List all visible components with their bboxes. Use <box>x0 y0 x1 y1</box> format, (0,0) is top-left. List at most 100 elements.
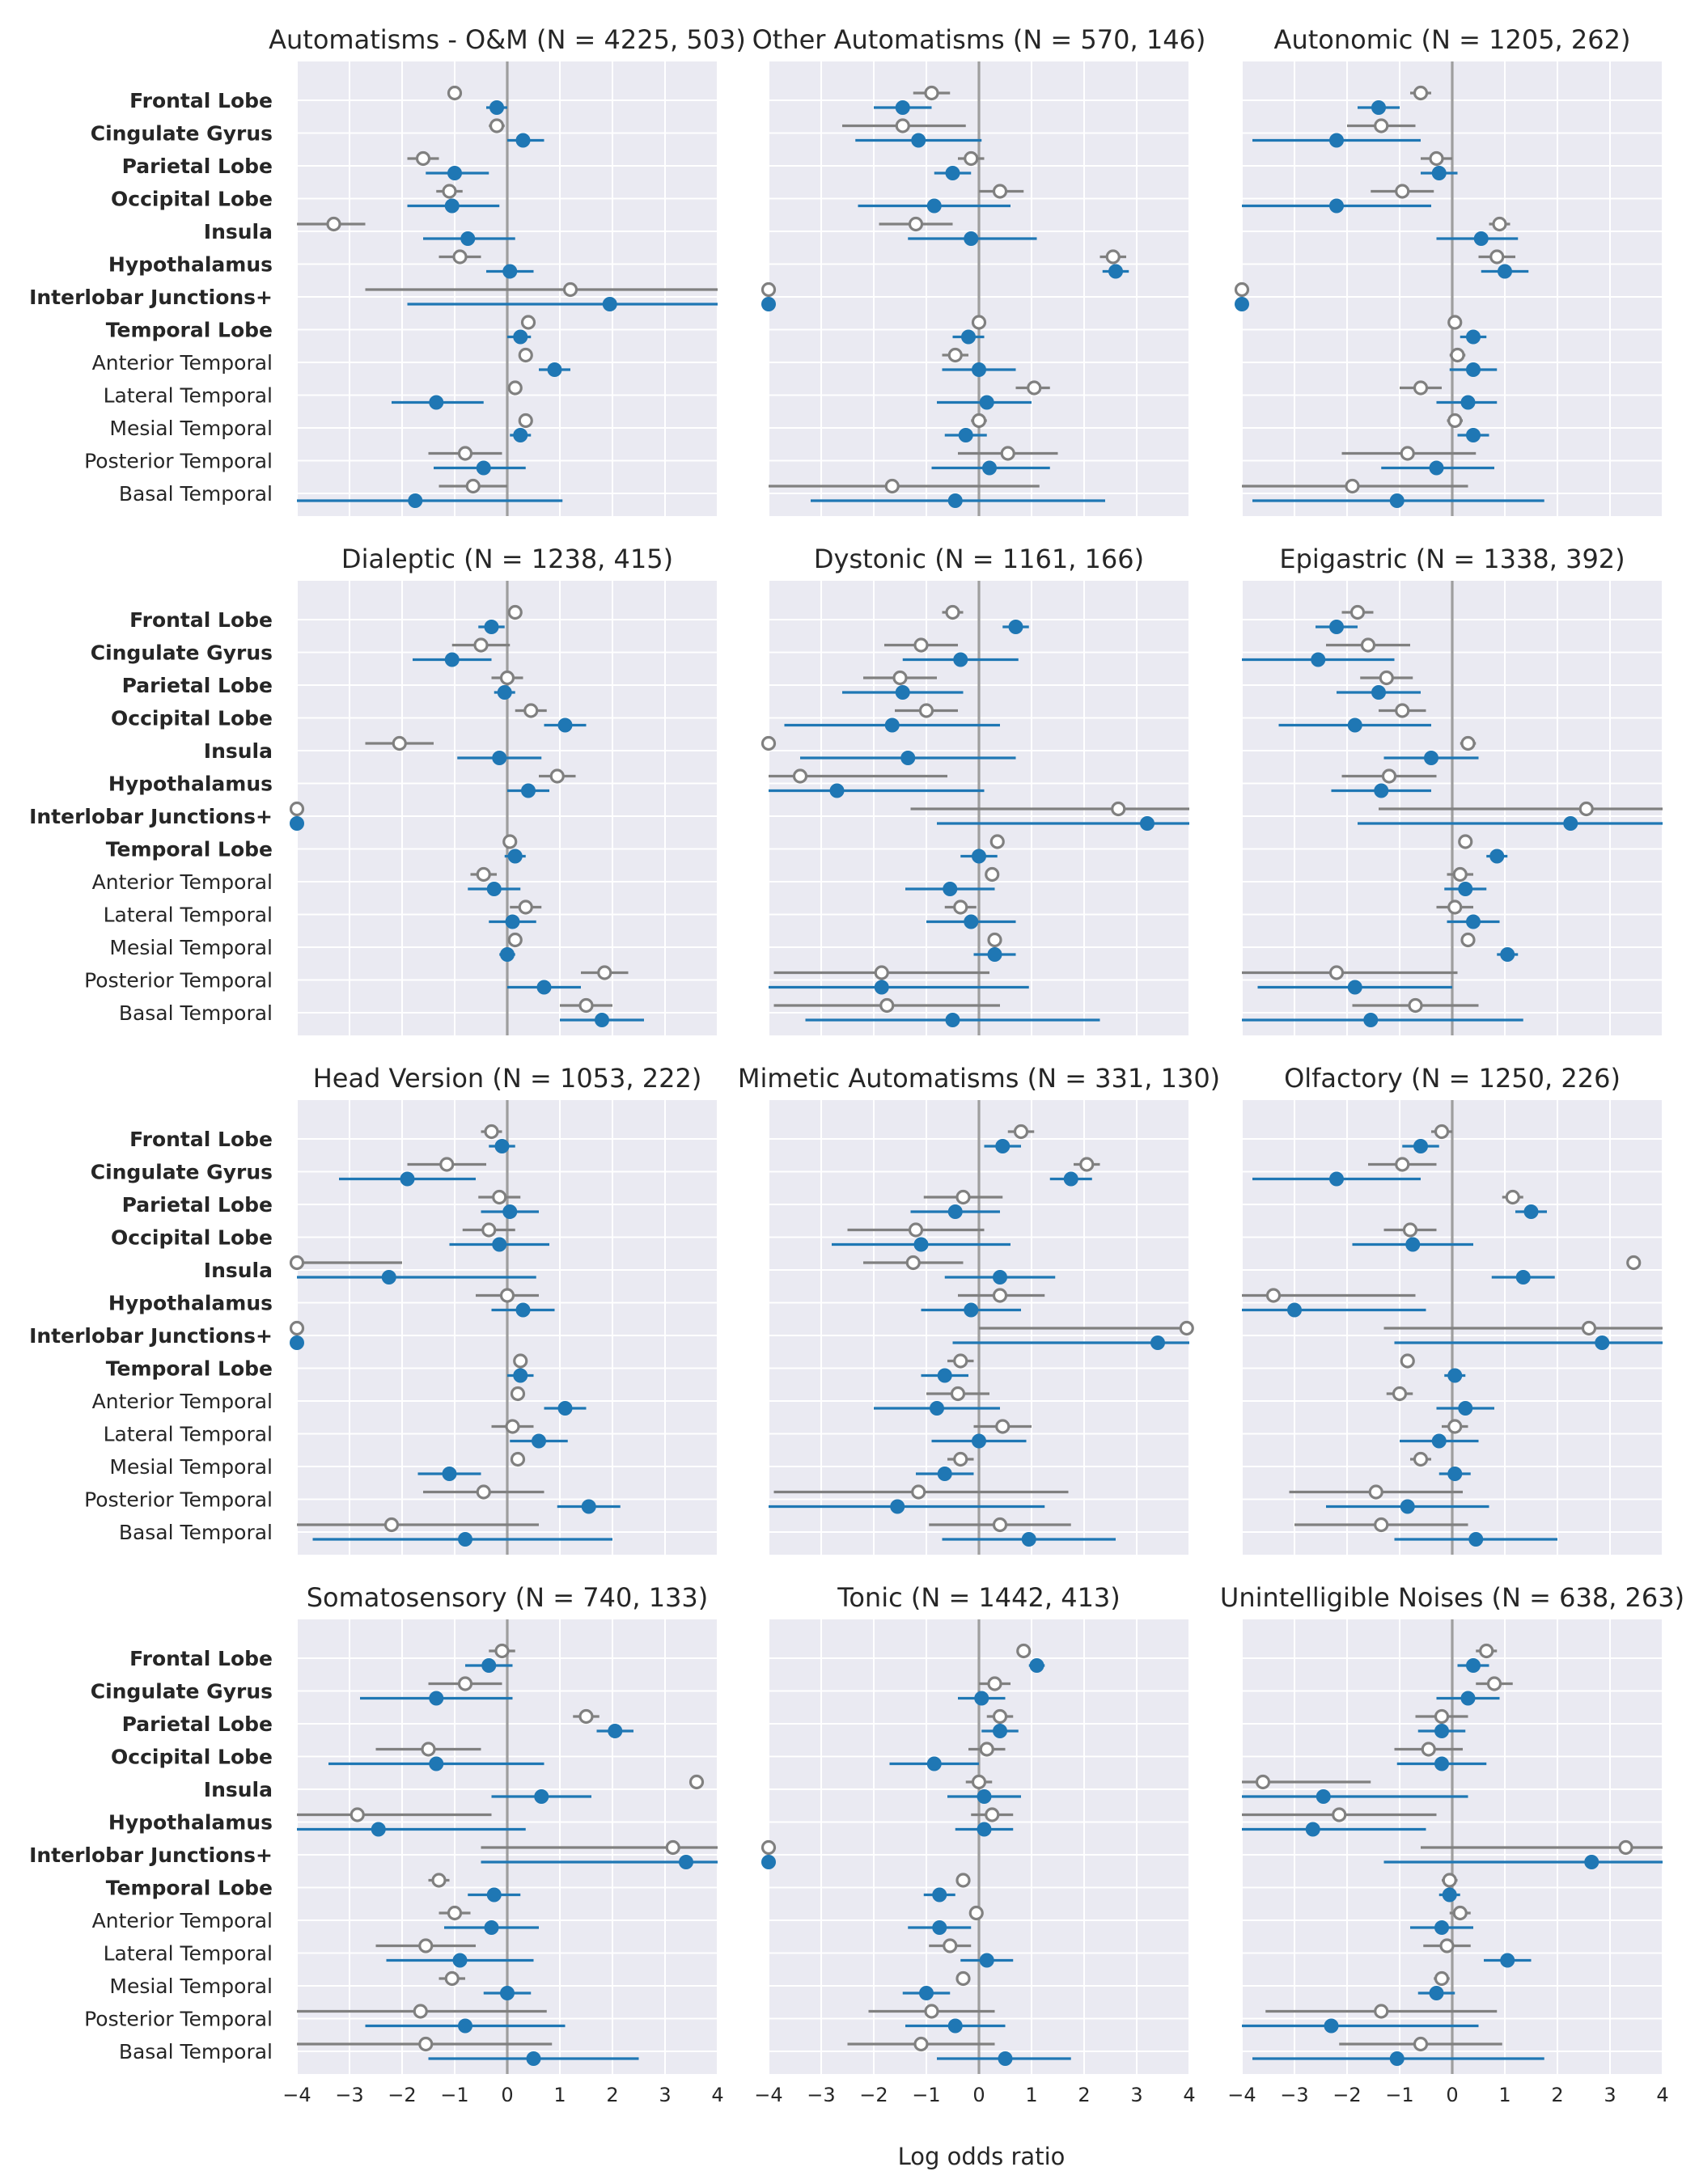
row-label: Insula <box>204 739 273 763</box>
open-series-point <box>507 380 523 396</box>
filled-series-point <box>1500 1953 1515 1968</box>
open-series-point <box>473 637 489 653</box>
row-label: Lateral Temporal <box>104 1423 273 1446</box>
row-label: Occipital Lobe <box>111 1226 273 1250</box>
open-series-point <box>971 413 987 429</box>
x-tick-label: 2 <box>1551 2084 1563 2106</box>
filled-series-point <box>481 1658 497 1673</box>
open-series-point <box>1447 1419 1463 1434</box>
open-series-point <box>1332 1807 1347 1822</box>
filled-series-point <box>547 362 562 377</box>
open-series-point <box>905 1255 921 1271</box>
filled-series-point <box>1305 1822 1320 1837</box>
filled-series-point <box>998 2051 1013 2066</box>
filled-series-point <box>761 1855 776 1869</box>
open-series-point <box>918 703 934 718</box>
open-series-point <box>992 1708 1008 1725</box>
filled-series-point <box>1466 914 1481 929</box>
row-label: Posterior Temporal <box>84 1488 273 1512</box>
panel-title: Dialeptic (N = 1238, 415) <box>341 544 673 574</box>
x-tick-label: 2 <box>606 2084 618 2106</box>
panel: Dialeptic (N = 1238, 415) Frontal Lobe Cin… <box>29 544 718 1035</box>
filled-series-point <box>1329 133 1344 148</box>
filled-series-point <box>884 717 900 733</box>
open-series-point <box>908 1222 924 1238</box>
filled-series-point <box>500 1986 515 2000</box>
filled-series-point <box>947 1204 963 1219</box>
x-tick-label: 4 <box>711 2084 723 2106</box>
filled-series-point <box>979 395 994 410</box>
row-label: Hypothalamus <box>108 772 273 796</box>
open-series-point <box>510 1451 526 1467</box>
filled-series-point <box>947 493 963 508</box>
filled-series-point <box>874 980 889 995</box>
filled-series-point <box>513 428 528 442</box>
row-label: Mesial Temporal <box>109 417 273 440</box>
open-series-point <box>1447 413 1463 429</box>
open-series-point <box>1234 281 1250 298</box>
filled-series-point <box>937 1368 952 1383</box>
open-series-point <box>968 1905 984 1921</box>
open-series-point <box>955 1189 971 1205</box>
filled-series-point <box>1434 1920 1449 1935</box>
filled-series-point <box>919 1986 934 2000</box>
open-series-point <box>1381 768 1397 784</box>
open-series-point <box>452 249 468 265</box>
open-series-point <box>431 1873 447 1888</box>
filled-series-point <box>444 198 460 214</box>
open-series-point <box>1452 1905 1468 1921</box>
filled-series-point <box>974 1691 989 1706</box>
filled-series-point <box>1389 493 1405 508</box>
filled-series-point <box>476 460 491 476</box>
open-series-point <box>1421 1742 1436 1757</box>
filled-series-point <box>492 1237 507 1252</box>
open-series-point <box>1255 1774 1271 1790</box>
filled-series-point <box>972 849 986 864</box>
panel-title: Dystonic (N = 1161, 166) <box>814 544 1144 574</box>
open-series-point <box>924 85 939 101</box>
x-tick-label: −4 <box>754 2084 782 2106</box>
open-series-point <box>418 1938 434 1953</box>
open-series-point <box>874 965 889 980</box>
open-series-point <box>523 703 539 718</box>
row-label: Lateral Temporal <box>104 904 273 927</box>
x-tick-label: 3 <box>1130 2084 1142 2106</box>
filled-series-point <box>1363 1013 1379 1027</box>
row-label: Temporal Lobe <box>106 1357 273 1381</box>
open-series-point <box>1408 997 1423 1014</box>
row-label: Cingulate Gyrus <box>91 1680 273 1704</box>
open-series-point <box>513 1353 528 1369</box>
open-series-point <box>1374 1517 1389 1533</box>
filled-series-point <box>502 264 518 279</box>
row-label: Basal Temporal <box>119 1001 273 1025</box>
filled-series-point <box>926 198 942 214</box>
filled-series-point <box>408 493 423 508</box>
open-series-point <box>761 735 777 751</box>
open-series-point <box>953 1353 968 1369</box>
filled-series-point <box>1400 1499 1415 1514</box>
open-series-point <box>1429 150 1444 167</box>
filled-series-point <box>1466 362 1481 377</box>
filled-series-point <box>1460 395 1476 410</box>
x-tick-label: −4 <box>282 2084 311 2106</box>
filled-series-point <box>1063 1171 1078 1187</box>
open-series-point <box>518 413 533 429</box>
filled-series-point <box>932 1887 947 1903</box>
open-series-point <box>502 834 518 849</box>
row-label: Frontal Lobe <box>129 89 273 112</box>
x-tick-label: −3 <box>1280 2084 1308 2106</box>
open-series-point <box>481 1222 497 1238</box>
open-series-point <box>992 1517 1008 1533</box>
open-series-point <box>499 1288 515 1303</box>
open-series-point <box>1434 1970 1450 1987</box>
open-series-point <box>964 150 979 167</box>
open-series-point <box>953 899 968 915</box>
row-label: Parietal Lobe <box>122 1193 273 1217</box>
open-series-point <box>1349 604 1366 620</box>
filled-series-point <box>890 1499 905 1514</box>
filled-series-point <box>1316 1789 1331 1804</box>
filled-series-point <box>1584 1855 1599 1869</box>
open-series-point <box>578 997 594 1014</box>
filled-series-point <box>1429 460 1444 476</box>
filled-series-point <box>581 1499 596 1514</box>
